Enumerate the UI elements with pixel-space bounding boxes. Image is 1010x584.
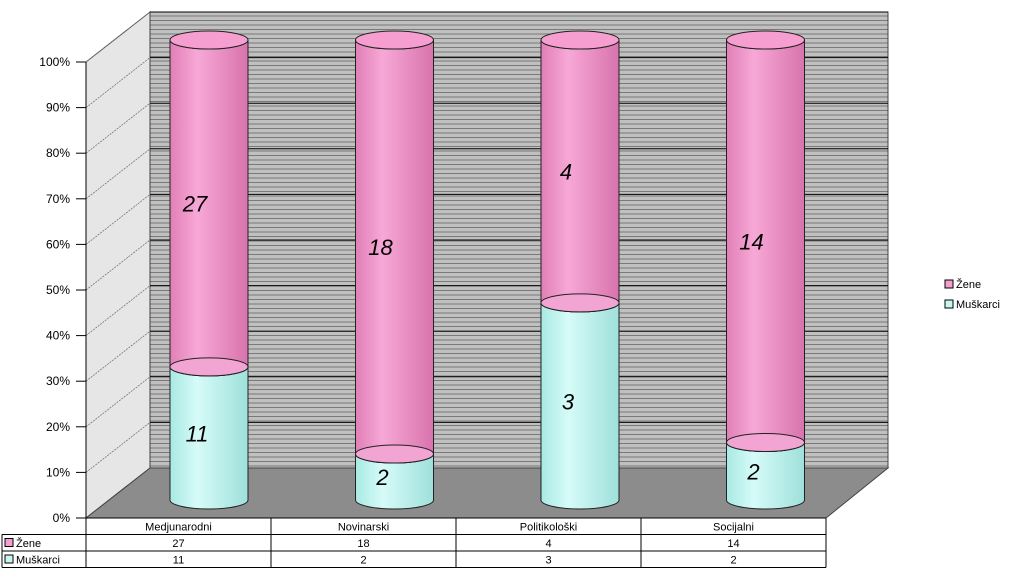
bar-zene-medjunarodni (169, 39, 249, 377)
y-tick-label: 30% (46, 374, 70, 388)
side-gridline (85, 376, 151, 428)
y-tick-label: 0% (53, 511, 71, 525)
bar-split-cap (540, 293, 620, 313)
table-cell: 2 (360, 555, 366, 567)
bars: 27 11 18 2 4 3 14 2 (169, 30, 805, 510)
y-tick-label: 40% (46, 329, 70, 343)
data-label: 27 (182, 191, 208, 216)
data-label: 2 (375, 465, 388, 490)
y-tick-label: 10% (46, 465, 70, 479)
bar-split-cap (169, 357, 249, 377)
bar-zene-socijalni (726, 39, 805, 452)
table-cell: 3 (545, 555, 551, 567)
bar-muskarci-politikoloski (540, 302, 620, 510)
data-label: 2 (746, 459, 759, 484)
side-gridline (85, 102, 151, 154)
table-series-name: Žene (16, 537, 41, 550)
bar-top-cap (355, 30, 434, 50)
legend-swatch (944, 299, 954, 309)
x-tick-label: Novinarski (338, 522, 389, 534)
side-gridline (85, 148, 151, 200)
wall-hatch (150, 15, 888, 467)
bar-top-cap (169, 30, 249, 50)
bar-top-cap (540, 30, 620, 50)
x-tick-label: Politikološki (520, 522, 577, 534)
table-series-swatch (4, 554, 14, 564)
side-gridline (85, 422, 151, 473)
data-table: Medjunarodni Novinarski Politikološki Socij… (1, 517, 827, 568)
table-series-name: Muškarci (16, 555, 60, 567)
bar-muskarci-medjunarodni (169, 366, 249, 510)
side-gridline (85, 57, 151, 108)
bar-split-cap (355, 444, 434, 464)
bar-muskarci-socijalni (726, 442, 805, 510)
table-cell: 4 (545, 538, 551, 550)
y-tick-label: 70% (46, 192, 70, 206)
table-cell: 11 (173, 555, 184, 567)
bar-split-cap (726, 433, 805, 452)
side-gridline (85, 330, 151, 382)
legend-label: Muškarci (956, 299, 1000, 311)
data-label: 3 (562, 389, 575, 414)
y-axis: 0% 10% 20% 30% 40% 50% 60% 70% 80% 90% 100% (39, 55, 87, 525)
y-tick-label: 60% (46, 237, 70, 251)
y-tick-label: 90% (46, 101, 70, 115)
side-gridline (85, 285, 151, 336)
x-tick-label: Socijalni (713, 522, 754, 534)
data-label: 14 (739, 229, 763, 254)
data-label: 4 (560, 159, 572, 184)
side-gridline (85, 194, 151, 245)
bar-top-cap (726, 30, 805, 50)
legend-label: Žene (956, 278, 981, 291)
y-tick-label: 100% (39, 55, 70, 69)
bar-zene-politikoloski (540, 39, 620, 313)
y-tick-label: 20% (46, 420, 70, 434)
data-label: 11 (186, 421, 209, 446)
side-gridline (85, 239, 151, 291)
table-cell: 18 (357, 538, 369, 550)
side-gridline (85, 11, 151, 63)
y-tick-label: 80% (46, 146, 70, 160)
table-cell: 14 (727, 538, 739, 550)
table-cell: 27 (172, 538, 184, 550)
table-cell: 2 (730, 555, 736, 567)
x-tick-label: Medjunarodni (145, 522, 212, 534)
legend: Žene Muškarci (944, 278, 1000, 311)
y-tick-label: 50% (46, 283, 70, 297)
legend-swatch (944, 279, 954, 289)
table-series-swatch (4, 538, 14, 547)
data-label: 18 (368, 235, 393, 260)
bar-zene-novinarski (355, 39, 434, 464)
